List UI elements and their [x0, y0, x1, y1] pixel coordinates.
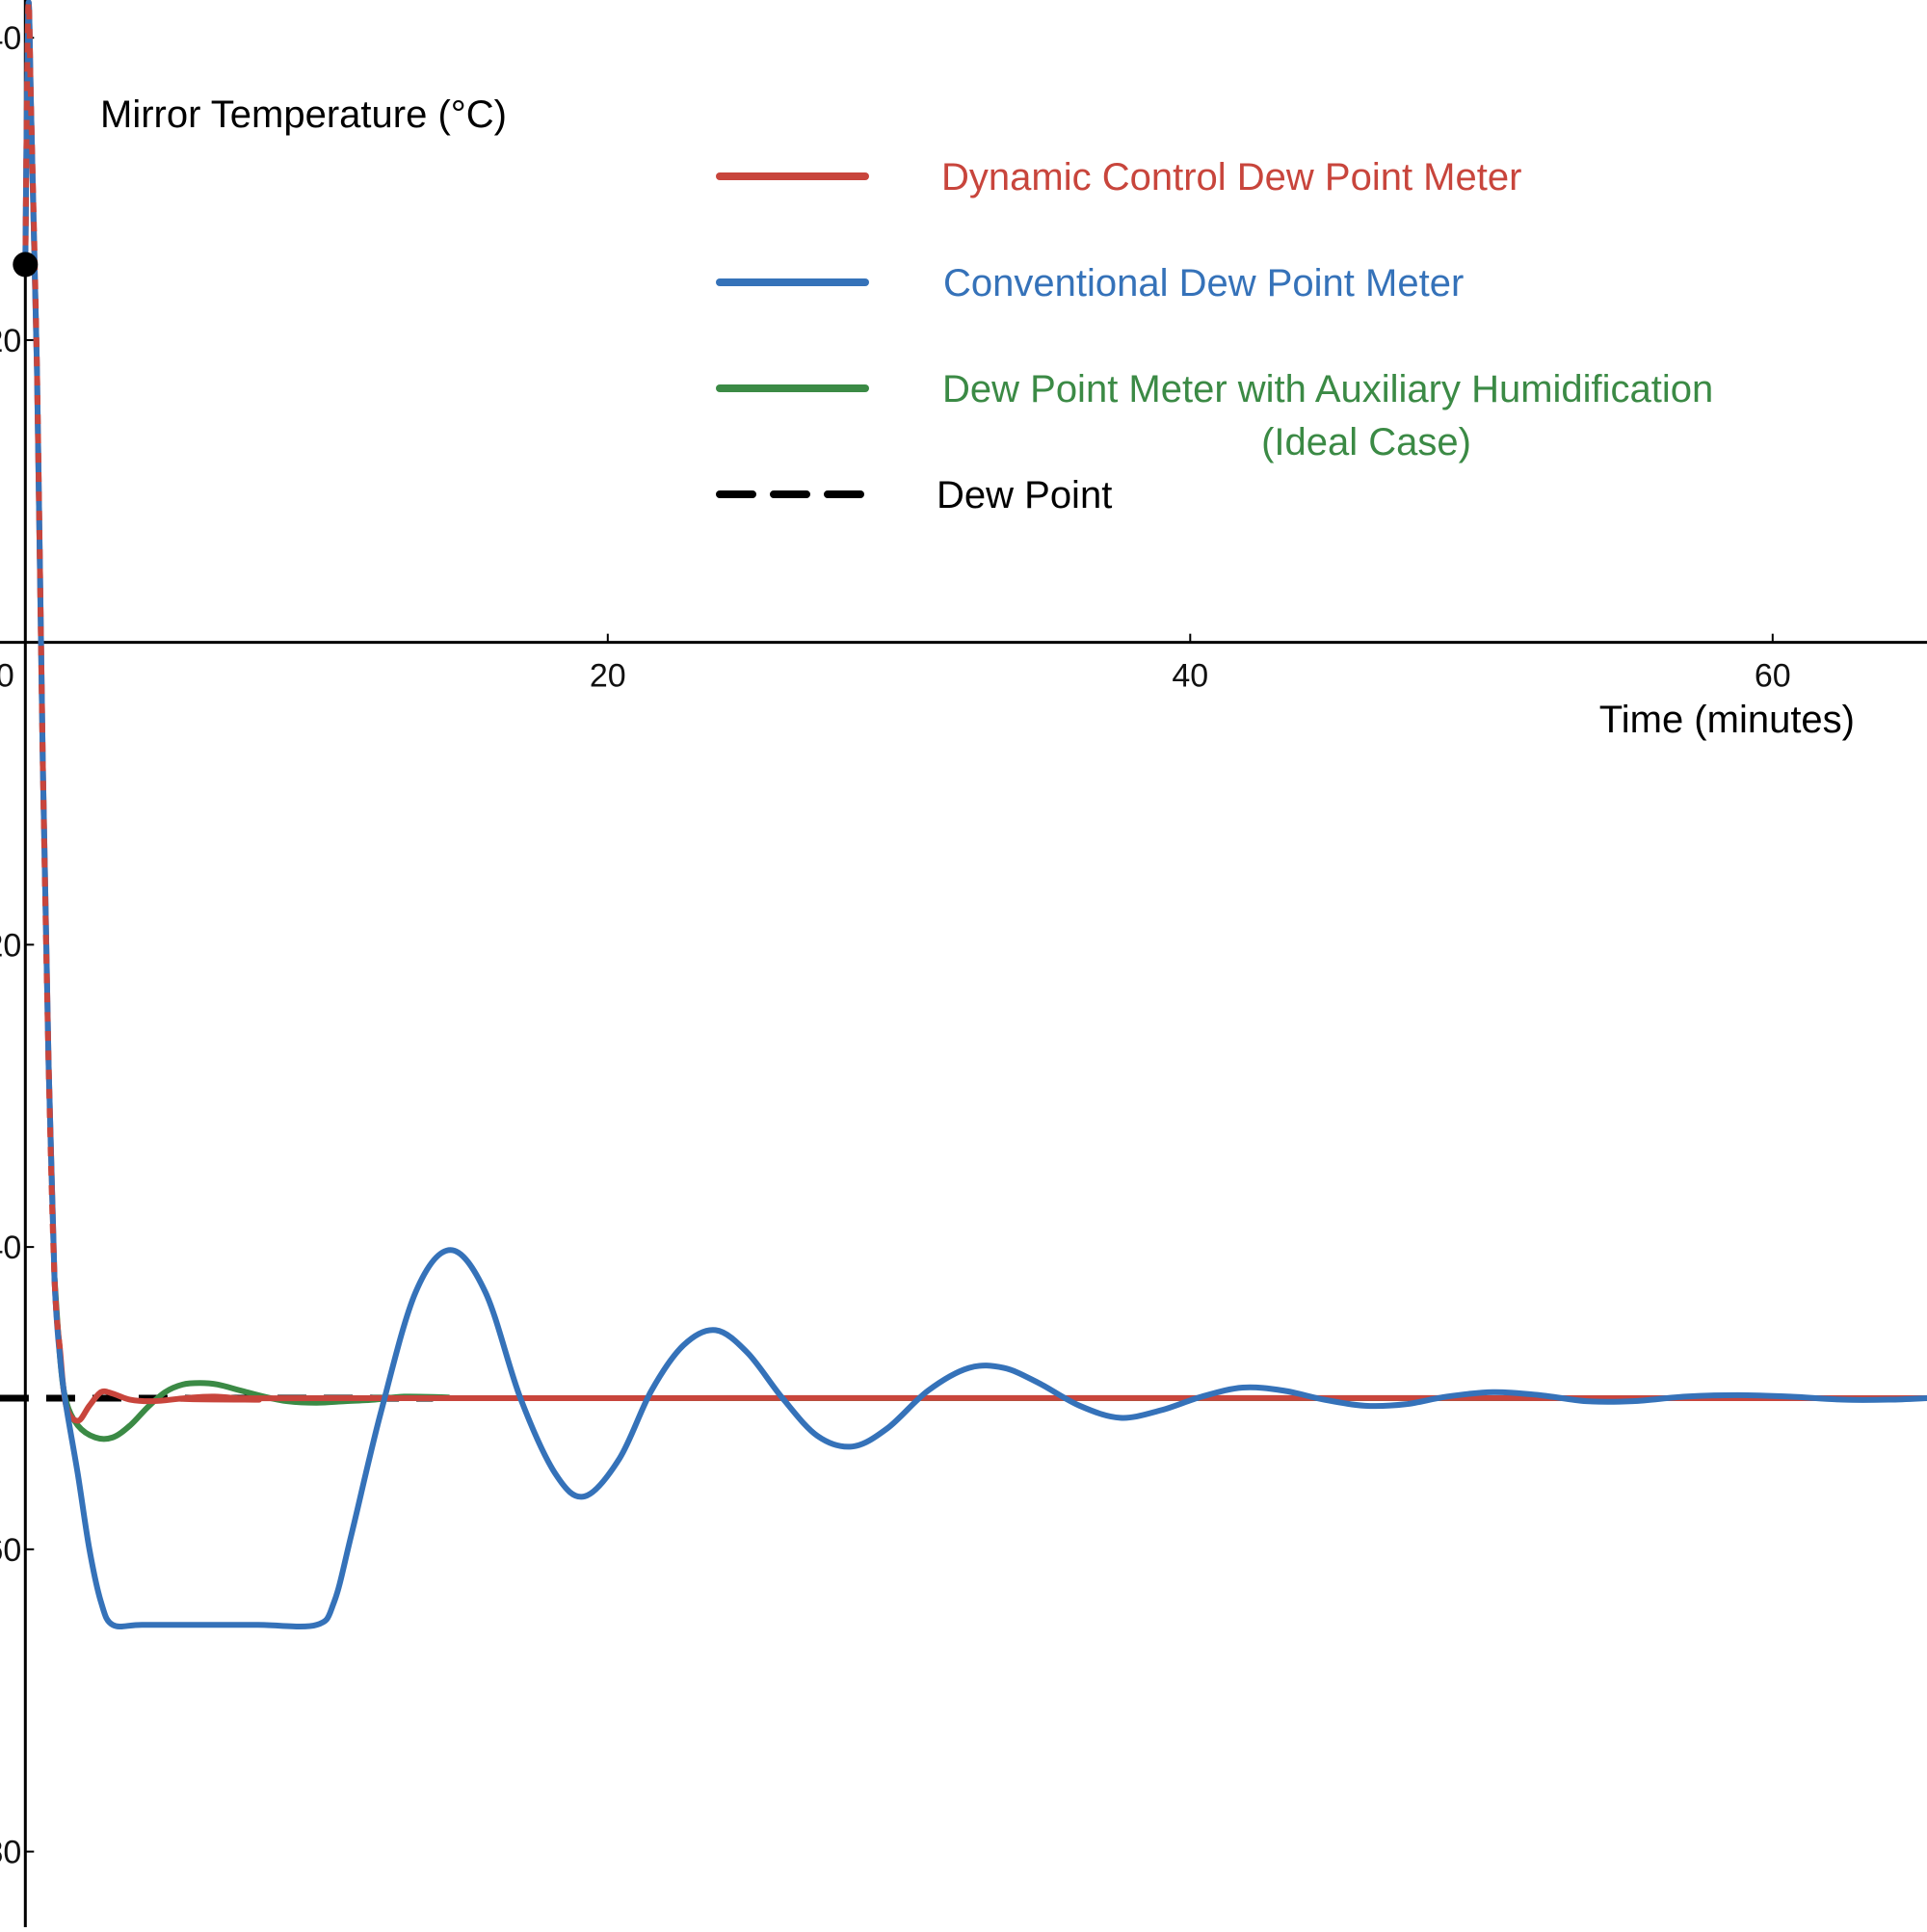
- tick-group: 0 20 40 60 40 20 -20 -40 -60 -80: [0, 20, 1791, 1870]
- y-tick-label: 40: [0, 20, 21, 57]
- series-line-conventional: [22, 0, 1927, 1629]
- y-tick-label: -40: [0, 1230, 21, 1266]
- series-layer: [0, 0, 1927, 1629]
- x-tick-label: 60: [1755, 658, 1791, 695]
- legend-label-dew-point: Dew Point: [937, 474, 1112, 516]
- x-tick-label: 20: [590, 658, 626, 695]
- y-axis-title: Mirror Temperature (°C): [100, 93, 507, 136]
- y-tick-label: -20: [0, 927, 21, 964]
- y-tick-label: -80: [0, 1835, 21, 1871]
- y-tick-label: 20: [0, 323, 21, 359]
- marker-layer: [13, 251, 39, 278]
- start-point-marker: [13, 251, 39, 278]
- legend-label-conventional: Conventional Dew Point Meter: [943, 262, 1464, 304]
- legend-label-humidification-line2: (Ideal Case): [1261, 421, 1471, 463]
- series-line-dynamic-control-overlay: [22, 0, 64, 1354]
- legend-label-dynamic: Dynamic Control Dew Point Meter: [941, 156, 1521, 198]
- series-line-auxiliary-humidification: [51, 1274, 1927, 1442]
- x-axis-title: Time (minutes): [1599, 699, 1855, 741]
- x-tick-label: 0: [0, 658, 14, 695]
- legend-label-humidification: Dew Point Meter with Auxiliary Humidific…: [942, 368, 1713, 410]
- x-tick-label: 40: [1172, 658, 1208, 695]
- y-tick-label: -60: [0, 1532, 21, 1569]
- legend: Dynamic Control Dew Point Meter Conventi…: [716, 156, 1713, 516]
